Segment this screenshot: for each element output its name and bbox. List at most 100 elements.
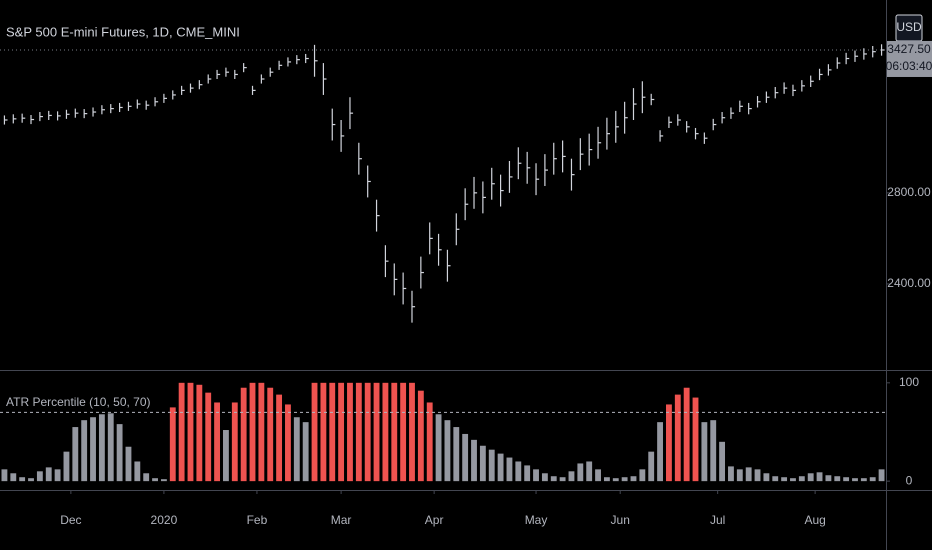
y-tick-label: 100: [899, 375, 919, 389]
atr-bar: [559, 477, 566, 482]
atr-bar: [515, 461, 522, 482]
atr-bar: [834, 476, 841, 482]
x-tick-label: Mar: [331, 513, 352, 527]
atr-bar: [621, 477, 628, 482]
atr-bar: [533, 469, 539, 482]
atr-bar: [603, 477, 610, 482]
atr-bar: [666, 404, 672, 482]
atr-bar: [355, 382, 362, 482]
atr-bar: [790, 478, 796, 482]
atr-bar: [249, 382, 256, 482]
atr-bar: [98, 414, 105, 482]
atr-bar: [462, 433, 469, 482]
atr-bar: [293, 417, 300, 482]
atr-bar: [143, 473, 150, 482]
atr-bar: [400, 382, 407, 482]
atr-bar: [302, 422, 309, 482]
atr-bar: [860, 478, 867, 482]
atr-bar: [869, 477, 876, 482]
atr-bar: [178, 382, 185, 482]
atr-bar: [630, 476, 637, 482]
atr-bar: [338, 382, 345, 482]
x-tick-label: Jul: [710, 513, 725, 527]
y-tick-label: 0: [906, 473, 913, 487]
atr-bar: [479, 445, 486, 482]
x-tick-label: Feb: [247, 513, 268, 527]
atr-bar: [745, 467, 752, 482]
x-tick-label: May: [525, 513, 548, 527]
atr-bar: [426, 402, 433, 482]
atr-bar: [320, 382, 327, 482]
x-tick-label: Apr: [425, 513, 444, 527]
atr-bar: [28, 478, 34, 482]
atr-bar: [719, 441, 726, 482]
atr-bar: [329, 382, 336, 482]
atr-bar: [595, 469, 601, 482]
last-price-label: 3427.50: [887, 42, 931, 56]
atr-bar: [214, 402, 220, 482]
atr-bar: [550, 476, 557, 482]
atr-bar: [36, 471, 43, 482]
atr-bar: [657, 422, 663, 482]
atr-bar: [825, 475, 832, 482]
x-tick-label: Aug: [804, 513, 825, 527]
atr-bar: [63, 451, 70, 482]
atr-bar: [196, 384, 203, 482]
last-price-box: [887, 40, 932, 77]
atr-bar: [311, 382, 318, 482]
atr-bar: [205, 392, 212, 482]
atr-bar: [816, 472, 823, 482]
atr-bar: [54, 469, 61, 482]
atr-bar: [409, 382, 415, 482]
atr-bar: [843, 477, 850, 482]
atr-bar: [692, 397, 699, 482]
x-tick-label: Jun: [611, 513, 630, 527]
atr-bar: [683, 387, 690, 482]
atr-bar: [506, 457, 513, 482]
atr-bar: [497, 453, 504, 482]
atr-bar: [444, 420, 451, 482]
countdown-label: 06:03:40: [886, 59, 932, 73]
atr-bar: [373, 382, 380, 482]
atr-bar: [240, 387, 247, 482]
atr-bar: [541, 473, 548, 482]
atr-bar: [435, 414, 442, 482]
atr-bar: [10, 473, 17, 482]
atr-bar: [728, 466, 734, 482]
atr-bar: [488, 449, 495, 482]
x-tick-label: 2020: [151, 513, 178, 527]
atr-bar: [639, 469, 646, 482]
x-tick-label: Dec: [60, 513, 81, 527]
indicator-title: ATR Percentile (10, 50, 70): [6, 395, 151, 409]
atr-bar: [152, 478, 158, 482]
atr-bar: [710, 420, 717, 482]
atr-bar: [134, 461, 141, 482]
atr-bar: [187, 382, 194, 482]
atr-bar: [524, 465, 531, 482]
atr-bar: [798, 476, 805, 482]
atr-bar: [72, 427, 79, 482]
y-tick-label: 2800.00: [887, 185, 931, 199]
atr-bar: [1, 469, 8, 482]
atr-bar: [90, 417, 96, 482]
atr-bar: [169, 407, 176, 482]
chart-title: S&P 500 E-mini Futures, 1D, CME_MINI: [6, 24, 240, 39]
atr-bar: [586, 461, 593, 482]
currency-label[interactable]: USD: [896, 20, 922, 34]
atr-bar: [878, 469, 885, 482]
atr-bar: [81, 420, 88, 482]
y-tick-label: 2400.00: [887, 276, 931, 290]
atr-bar: [125, 446, 132, 482]
atr-bar: [612, 478, 619, 482]
atr-bar: [45, 467, 52, 482]
atr-bar: [648, 451, 655, 482]
atr-bar: [276, 394, 283, 482]
atr-bar: [347, 382, 353, 482]
atr-bar: [852, 478, 858, 482]
atr-bar: [116, 424, 123, 482]
atr-bar: [781, 477, 788, 482]
atr-bar: [471, 439, 477, 482]
atr-bar: [285, 404, 291, 482]
atr-bar: [568, 471, 575, 482]
atr-bar: [674, 394, 681, 482]
